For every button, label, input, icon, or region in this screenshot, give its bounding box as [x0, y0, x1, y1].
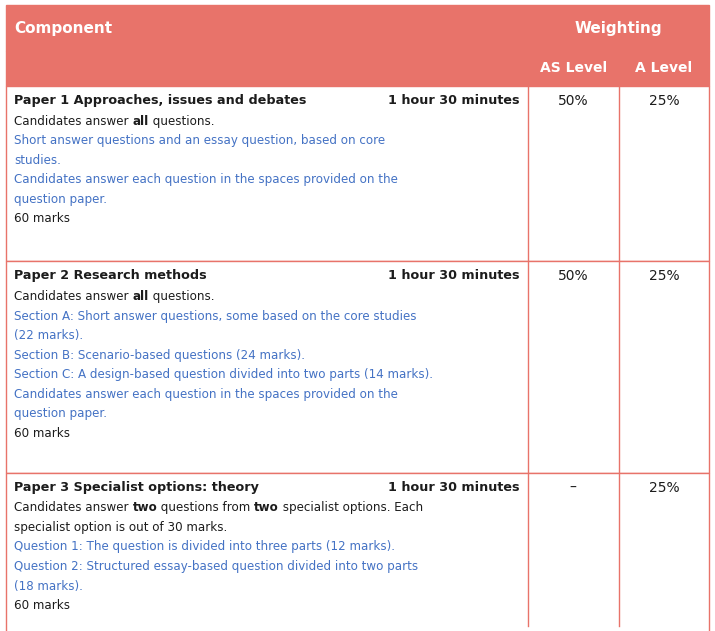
Text: 1 hour 30 minutes: 1 hour 30 minutes — [388, 94, 519, 107]
Text: studies.: studies. — [14, 154, 61, 167]
Bar — [6, 473, 709, 631]
Text: 25%: 25% — [649, 94, 679, 108]
Text: A Level: A Level — [636, 61, 692, 76]
Text: 50%: 50% — [558, 94, 588, 108]
Text: Paper 2 Research methods: Paper 2 Research methods — [14, 269, 207, 283]
Text: Weighting: Weighting — [575, 21, 662, 35]
Text: two: two — [255, 502, 279, 514]
Text: –: – — [570, 481, 576, 495]
Text: Paper 1 Approaches, issues and debates: Paper 1 Approaches, issues and debates — [14, 94, 307, 107]
Text: (22 marks).: (22 marks). — [14, 329, 84, 342]
Bar — [6, 261, 709, 473]
Bar — [6, 86, 709, 261]
Text: 25%: 25% — [649, 481, 679, 495]
Text: 1 hour 30 minutes: 1 hour 30 minutes — [388, 269, 519, 283]
Bar — [6, 51, 709, 86]
Text: questions.: questions. — [149, 115, 214, 127]
Text: AS Level: AS Level — [540, 61, 607, 76]
Text: Paper 3 Specialist options: theory: Paper 3 Specialist options: theory — [14, 481, 259, 494]
Text: 50%: 50% — [558, 269, 588, 283]
Text: Candidates answer each question in the spaces provided on the: Candidates answer each question in the s… — [14, 388, 398, 401]
Text: Question 1: The question is divided into three parts (12 marks).: Question 1: The question is divided into… — [14, 541, 395, 553]
Bar — [6, 5, 709, 51]
Text: 60 marks: 60 marks — [14, 213, 70, 225]
Text: questions from: questions from — [157, 502, 255, 514]
Text: Candidates answer: Candidates answer — [14, 502, 132, 514]
Text: Short answer questions and an essay question, based on core: Short answer questions and an essay ques… — [14, 134, 385, 147]
Text: 60 marks: 60 marks — [14, 427, 70, 440]
Text: two: two — [132, 502, 157, 514]
Text: specialist options. Each: specialist options. Each — [279, 502, 423, 514]
Text: Section C: A design-based question divided into two parts (14 marks).: Section C: A design-based question divid… — [14, 369, 433, 381]
Text: 25%: 25% — [649, 269, 679, 283]
Text: (18 marks).: (18 marks). — [14, 580, 83, 593]
Text: Candidates answer: Candidates answer — [14, 290, 132, 303]
Text: all: all — [132, 115, 149, 127]
Text: all: all — [132, 290, 149, 303]
Text: Candidates answer each question in the spaces provided on the: Candidates answer each question in the s… — [14, 174, 398, 186]
Text: 60 marks: 60 marks — [14, 599, 70, 612]
Text: 1 hour 30 minutes: 1 hour 30 minutes — [388, 481, 519, 494]
Text: questions.: questions. — [149, 290, 214, 303]
Text: Component: Component — [14, 21, 112, 35]
Text: specialist option is out of 30 marks.: specialist option is out of 30 marks. — [14, 521, 227, 534]
Text: question paper.: question paper. — [14, 193, 107, 206]
Text: Question 2: Structured essay-based question divided into two parts: Question 2: Structured essay-based quest… — [14, 560, 418, 573]
Text: question paper.: question paper. — [14, 408, 107, 420]
Text: Section A: Short answer questions, some based on the core studies: Section A: Short answer questions, some … — [14, 310, 417, 322]
Text: Section B: Scenario-based questions (24 marks).: Section B: Scenario-based questions (24 … — [14, 349, 305, 362]
Text: Candidates answer: Candidates answer — [14, 115, 132, 127]
